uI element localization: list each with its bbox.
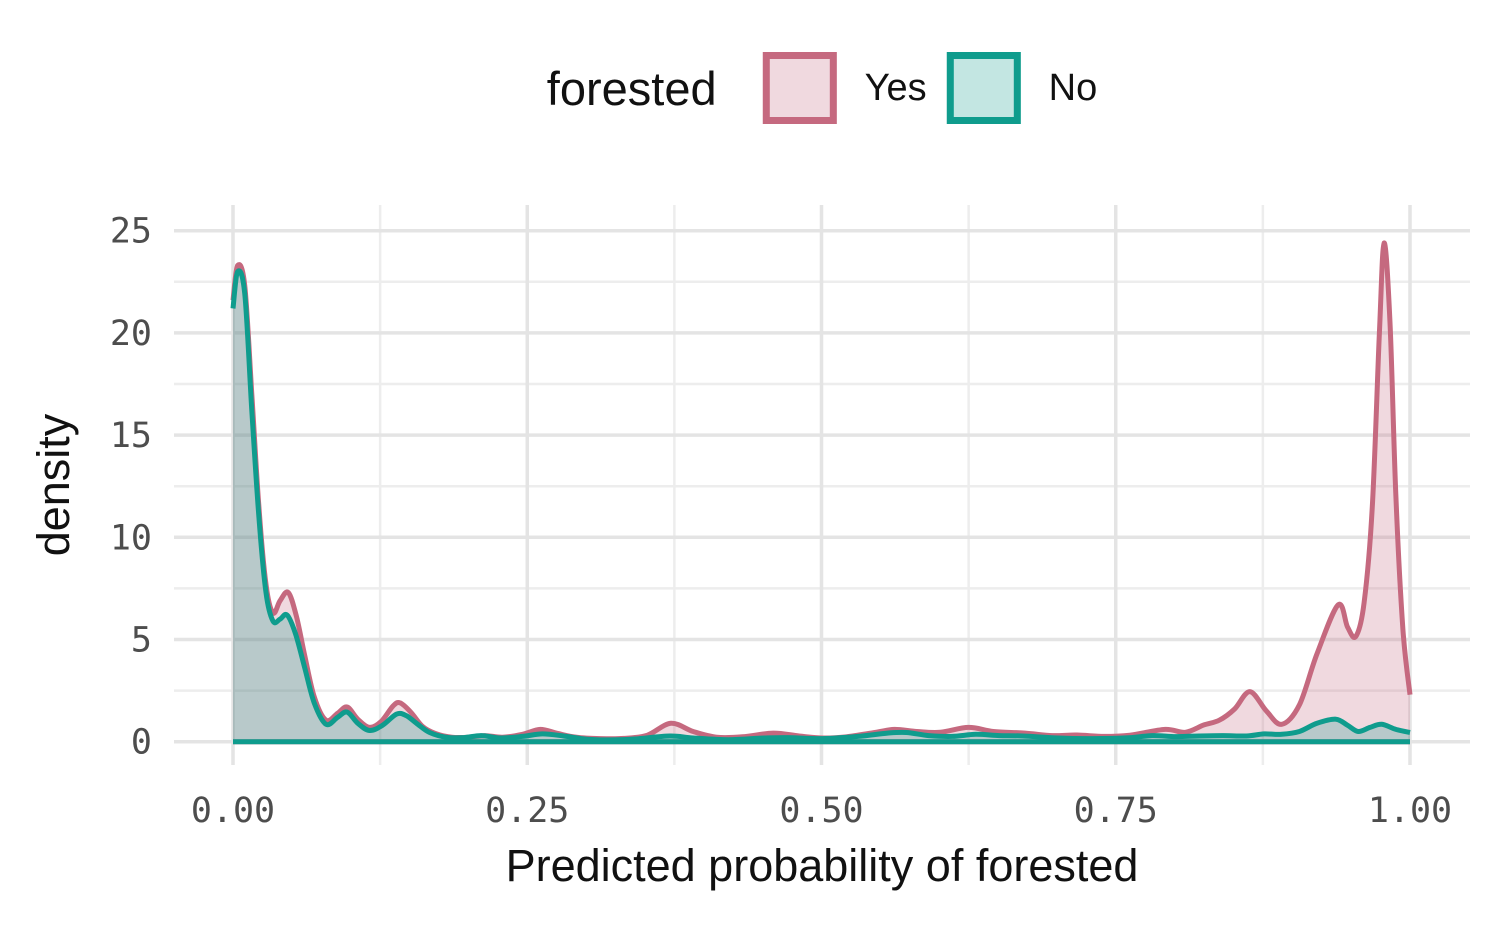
legend-label-yes: Yes bbox=[864, 66, 927, 109]
x-tick-label: 0.25 bbox=[485, 791, 569, 831]
legend-key-no: No bbox=[946, 52, 1098, 124]
y-axis-title: density bbox=[28, 413, 79, 557]
y-tick-label: 5 bbox=[131, 621, 152, 661]
legend: forested Yes No bbox=[547, 52, 1097, 124]
legend-label-no: No bbox=[1048, 66, 1098, 109]
legend-swatch-no-icon bbox=[946, 52, 1021, 124]
x-tick-label: 1.00 bbox=[1368, 791, 1452, 831]
y-tick-label: 10 bbox=[110, 518, 152, 558]
y-tick-label: 25 bbox=[110, 212, 152, 252]
x-tick-label: 0.00 bbox=[191, 791, 275, 831]
x-axis-title: Predicted probability of forested bbox=[505, 840, 1139, 891]
y-tick-label: 15 bbox=[110, 416, 152, 456]
density-line-no bbox=[230, 268, 1411, 743]
legend-key-yes: Yes bbox=[762, 52, 927, 124]
x-tick-label: 0.75 bbox=[1074, 791, 1158, 831]
density-line-yes bbox=[230, 240, 1413, 742]
legend-swatch-yes-icon bbox=[762, 52, 837, 124]
y-tick-label: 20 bbox=[110, 314, 152, 354]
legend-title: forested bbox=[546, 61, 717, 115]
x-tick-label: 0.50 bbox=[779, 791, 863, 831]
y-tick-label: 0 bbox=[131, 723, 152, 763]
